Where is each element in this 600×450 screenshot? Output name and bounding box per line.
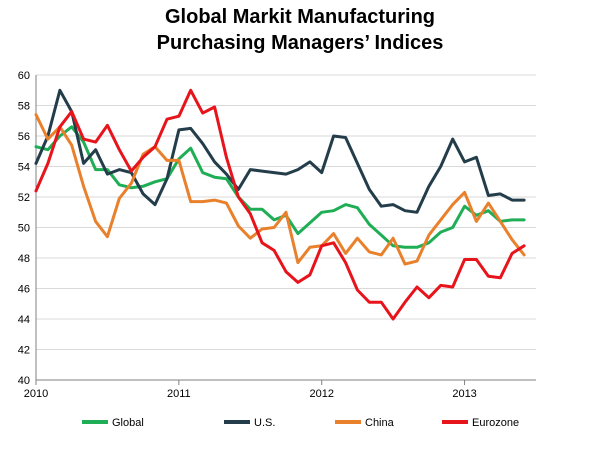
x-tick-label: 2010 xyxy=(24,388,48,400)
chart-title-line-1: Global Markit Manufacturing xyxy=(164,6,436,28)
y-tick-label: 56 xyxy=(18,131,30,143)
y-tick-label: 40 xyxy=(18,375,30,387)
y-tick-label: 50 xyxy=(18,223,30,235)
chart-title-line-2: Purchasing Managers’ Indices xyxy=(156,32,444,54)
y-tick-label: 60 xyxy=(18,70,30,82)
series-line-eurozone xyxy=(34,88,526,321)
x-tick-label: 2011 xyxy=(167,388,191,400)
y-tick-label: 46 xyxy=(18,284,30,296)
series-line-china xyxy=(34,113,526,266)
x-tick-label: 2012 xyxy=(309,388,333,400)
series-line-u-s xyxy=(34,88,526,214)
y-tick-label: 44 xyxy=(18,314,30,326)
y-tick-label: 54 xyxy=(18,162,30,174)
y-tick-label: 58 xyxy=(18,101,30,113)
y-tick-label: 42 xyxy=(18,345,30,357)
legend-label-eurozone: Eurozone xyxy=(472,417,519,429)
legend-label-u-s: U.S. xyxy=(254,417,275,429)
y-tick-label: 48 xyxy=(18,253,30,265)
legend-label-china: China xyxy=(365,417,395,429)
y-tick-label: 52 xyxy=(18,192,30,204)
legend-label-global: Global xyxy=(112,417,144,429)
x-tick-label: 2013 xyxy=(452,388,476,400)
